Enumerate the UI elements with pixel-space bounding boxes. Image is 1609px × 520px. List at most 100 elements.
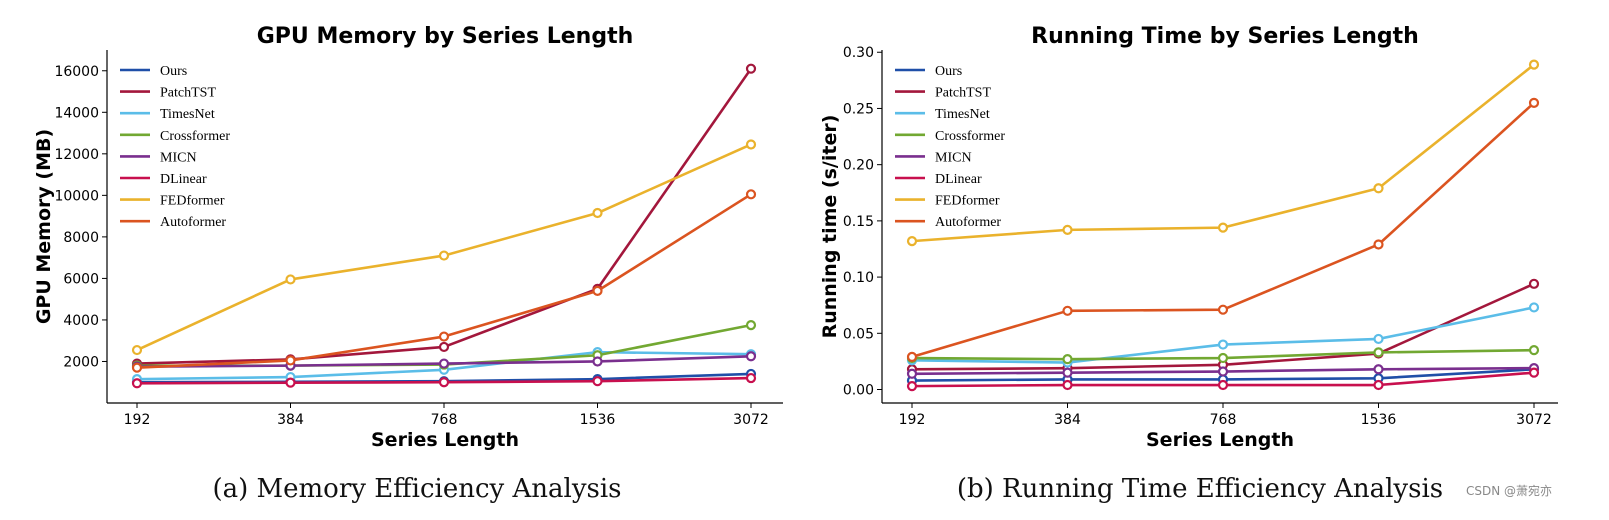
data-point: [1373, 347, 1384, 358]
x-tick-label: 768: [1210, 412, 1237, 428]
legend-label: MICN: [160, 150, 197, 165]
data-point: [745, 320, 757, 331]
data-point: [1062, 354, 1073, 365]
y-tick-label: 0.25: [843, 101, 874, 117]
data-point: [1528, 278, 1540, 289]
legend-label: FEDformer: [935, 194, 1000, 209]
y-tick-label: 10000: [54, 188, 99, 204]
data-point: [1217, 366, 1229, 377]
legend-label: FEDformer: [160, 194, 225, 209]
legend-label: Crossformer: [160, 129, 230, 144]
data-point: [1217, 352, 1229, 364]
data-point: [1217, 339, 1229, 350]
chart-1: GPU Memory by Series Length 2000 4000 6000 8…: [33, 24, 783, 504]
legend-label: PatchTST: [160, 86, 216, 101]
series-dlinear: [906, 367, 1540, 392]
data-point: [745, 351, 757, 362]
data-point: [285, 377, 296, 388]
data-point: [131, 378, 143, 389]
data-point: [906, 381, 918, 392]
data-point: [745, 189, 757, 200]
chart-title: Running Time by Series Length: [1031, 24, 1419, 49]
data-point: [1528, 97, 1540, 108]
data-point: [1062, 224, 1073, 235]
legend-label: MICN: [935, 150, 972, 165]
figure-caption: (a) Memory Efficiency Analysis: [212, 474, 621, 504]
x-tick-label: 192: [124, 412, 151, 428]
data-point: [745, 139, 757, 150]
data-point: [438, 341, 450, 353]
legend-label: TimesNet: [160, 107, 215, 122]
y-tick-label: 0.15: [843, 214, 874, 230]
x-tick-label: 1536: [580, 412, 616, 428]
data-point: [1062, 379, 1073, 391]
data-point: [745, 372, 757, 384]
x-axis-label: Series Length: [371, 429, 519, 451]
data-point: [1062, 367, 1073, 378]
y-tick-label: 4000: [63, 313, 99, 329]
data-point: [592, 207, 603, 219]
series-line: [136, 67, 753, 365]
data-point: [1373, 379, 1384, 391]
y-tick-label: 0.20: [843, 158, 874, 174]
y-tick-label: 0.10: [843, 270, 874, 286]
chart-title: GPU Memory by Series Length: [257, 24, 634, 49]
x-tick-label: 384: [1054, 412, 1081, 428]
series-line: [911, 63, 1535, 243]
y-tick-label: 12000: [54, 147, 99, 163]
legend-label: Autoformer: [160, 215, 226, 230]
series-line: [136, 143, 752, 352]
data-point: [906, 368, 918, 379]
x-tick-label: 3072: [1516, 412, 1552, 428]
x-tick-label: 1536: [1361, 412, 1397, 428]
series-patchtst: [131, 63, 757, 369]
y-axis-label: GPU Memory (MB): [33, 129, 55, 324]
data-point: [1373, 239, 1384, 250]
y-tick-label: 6000: [63, 271, 99, 287]
x-tick-label: 3072: [733, 412, 769, 428]
data-point: [592, 356, 603, 367]
data-point: [131, 344, 143, 356]
watermark: CSDN @萧宛亦: [1466, 483, 1552, 498]
legend-label: PatchTST: [935, 86, 991, 101]
data-point: [131, 362, 143, 373]
data-point: [1528, 59, 1540, 70]
legend-label: Autoformer: [935, 215, 1001, 230]
series-autoformer: [131, 189, 757, 373]
data-point: [1217, 304, 1229, 315]
series-dlinear: [131, 372, 757, 389]
legend-label: Ours: [160, 64, 187, 79]
x-tick-label: 192: [899, 412, 926, 428]
legend-label: DLinear: [160, 172, 207, 187]
series-line: [136, 193, 752, 369]
data-point: [1373, 183, 1384, 194]
data-point: [1062, 305, 1073, 316]
series-fedformer: [131, 139, 757, 356]
chart-2: Running Time by Series Length 0.00 0.05 0.1…: [819, 24, 1558, 504]
data-point: [745, 63, 757, 74]
y-tick-label: 0.30: [843, 45, 874, 61]
series-crossformer: [906, 345, 1540, 365]
data-point: [438, 331, 450, 342]
data-point: [438, 250, 450, 261]
data-point: [1373, 333, 1384, 345]
legend: Ours PatchTST TimesNet Crossformer MICN DLine…: [120, 64, 230, 230]
y-tick-label: 14000: [54, 105, 99, 121]
x-tick-label: 384: [277, 412, 304, 428]
legend-label: Crossformer: [935, 129, 1005, 144]
data-point: [1528, 345, 1540, 356]
legend: Ours PatchTST TimesNet Crossformer MICN DLine…: [895, 64, 1005, 230]
y-axis-label: Running time (s/iter): [819, 115, 841, 339]
legend-label: TimesNet: [935, 107, 990, 122]
data-point: [906, 236, 918, 247]
figure-caption: (b) Running Time Efficiency Analysis: [957, 474, 1443, 504]
data-point: [1528, 367, 1540, 378]
y-tick-label: 0.00: [843, 383, 874, 399]
legend-label: Ours: [935, 64, 962, 79]
series-fedformer: [906, 59, 1540, 247]
data-point: [285, 274, 296, 285]
data-point: [1217, 222, 1229, 233]
y-tick-label: 2000: [63, 354, 99, 370]
data-point: [1217, 379, 1229, 391]
